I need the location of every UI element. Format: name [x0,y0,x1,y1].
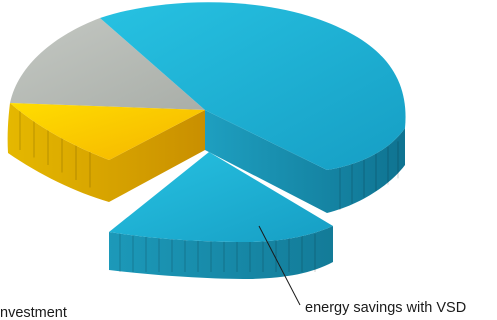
slice-big-top [100,2,406,170]
slice-investment-side [7,103,205,202]
label-energy-savings: energy savings with VSD [305,300,466,316]
savings-leader-line [258,225,301,306]
label-investment: nvestment [0,305,67,320]
slice-investment-top [10,103,205,160]
slice-big-side [205,110,405,213]
slice-savings-top [109,152,333,242]
slice-savings-side [109,226,333,279]
slice-gray-top [10,18,205,110]
